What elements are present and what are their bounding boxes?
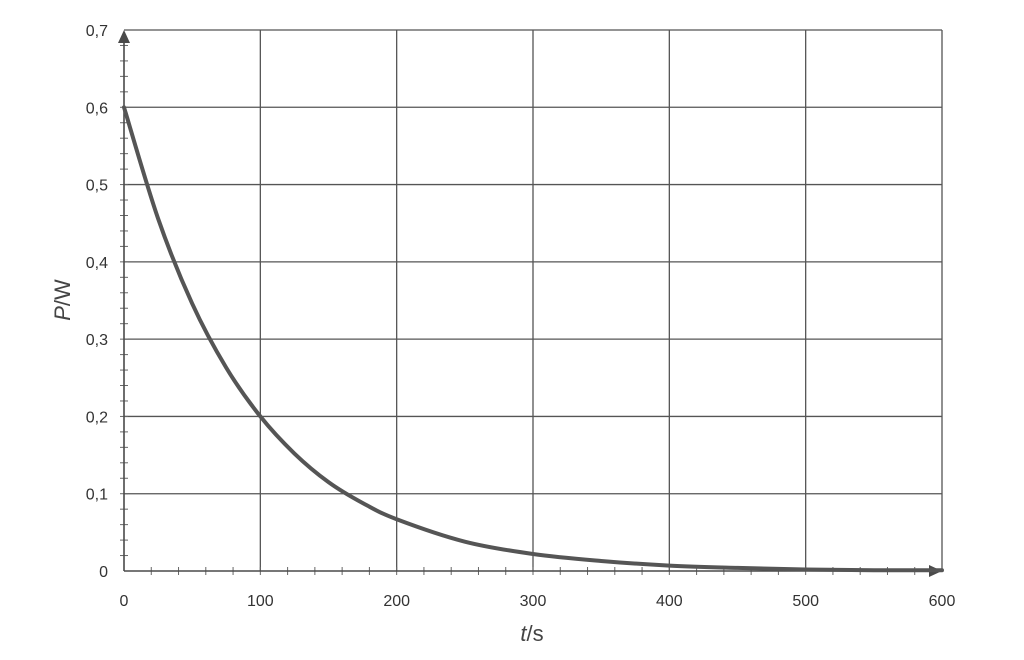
y-tick-label-6: 0,6	[86, 100, 108, 117]
x-tick-label-3: 300	[520, 593, 547, 610]
series	[122, 105, 944, 573]
minor-ticks	[120, 44, 916, 575]
y-tick-label-1: 0,1	[86, 487, 108, 504]
series-line-0	[122, 105, 944, 573]
x-tick-label-0: 0	[120, 593, 129, 610]
y-axis-title-symbol: P	[50, 306, 75, 321]
x-tick-labels: 0 100 200 300 400 500 600	[120, 593, 956, 610]
y-tick-label-2: 0,2	[86, 409, 108, 426]
x-tick-label-2: 200	[383, 593, 410, 610]
x-axis-title-unit: /s	[527, 621, 544, 646]
y-axis-title: P/W	[50, 279, 75, 321]
x-tick-label-1: 100	[247, 593, 274, 610]
y-axis-title-unit: /W	[50, 279, 75, 306]
x-axis-title-symbol: t	[520, 621, 527, 646]
x-tick-label-4: 400	[656, 593, 683, 610]
y-tick-label-5: 0,5	[86, 178, 108, 195]
grid	[124, 29, 943, 571]
y-tick-label-4: 0,4	[86, 255, 108, 272]
x-axis-title: t/s	[520, 621, 543, 646]
y-tick-labels: 0 0,1 0,2 0,3 0,4 0,5 0,6 0,7	[86, 23, 108, 581]
y-tick-label-0: 0	[99, 564, 108, 581]
x-tick-label-5: 500	[792, 593, 819, 610]
y-tick-label-7: 0,7	[86, 23, 108, 40]
y-axis-arrow	[118, 30, 130, 43]
axes	[118, 30, 942, 577]
x-tick-label-6: 600	[929, 593, 956, 610]
y-tick-label-3: 0,3	[86, 332, 108, 349]
